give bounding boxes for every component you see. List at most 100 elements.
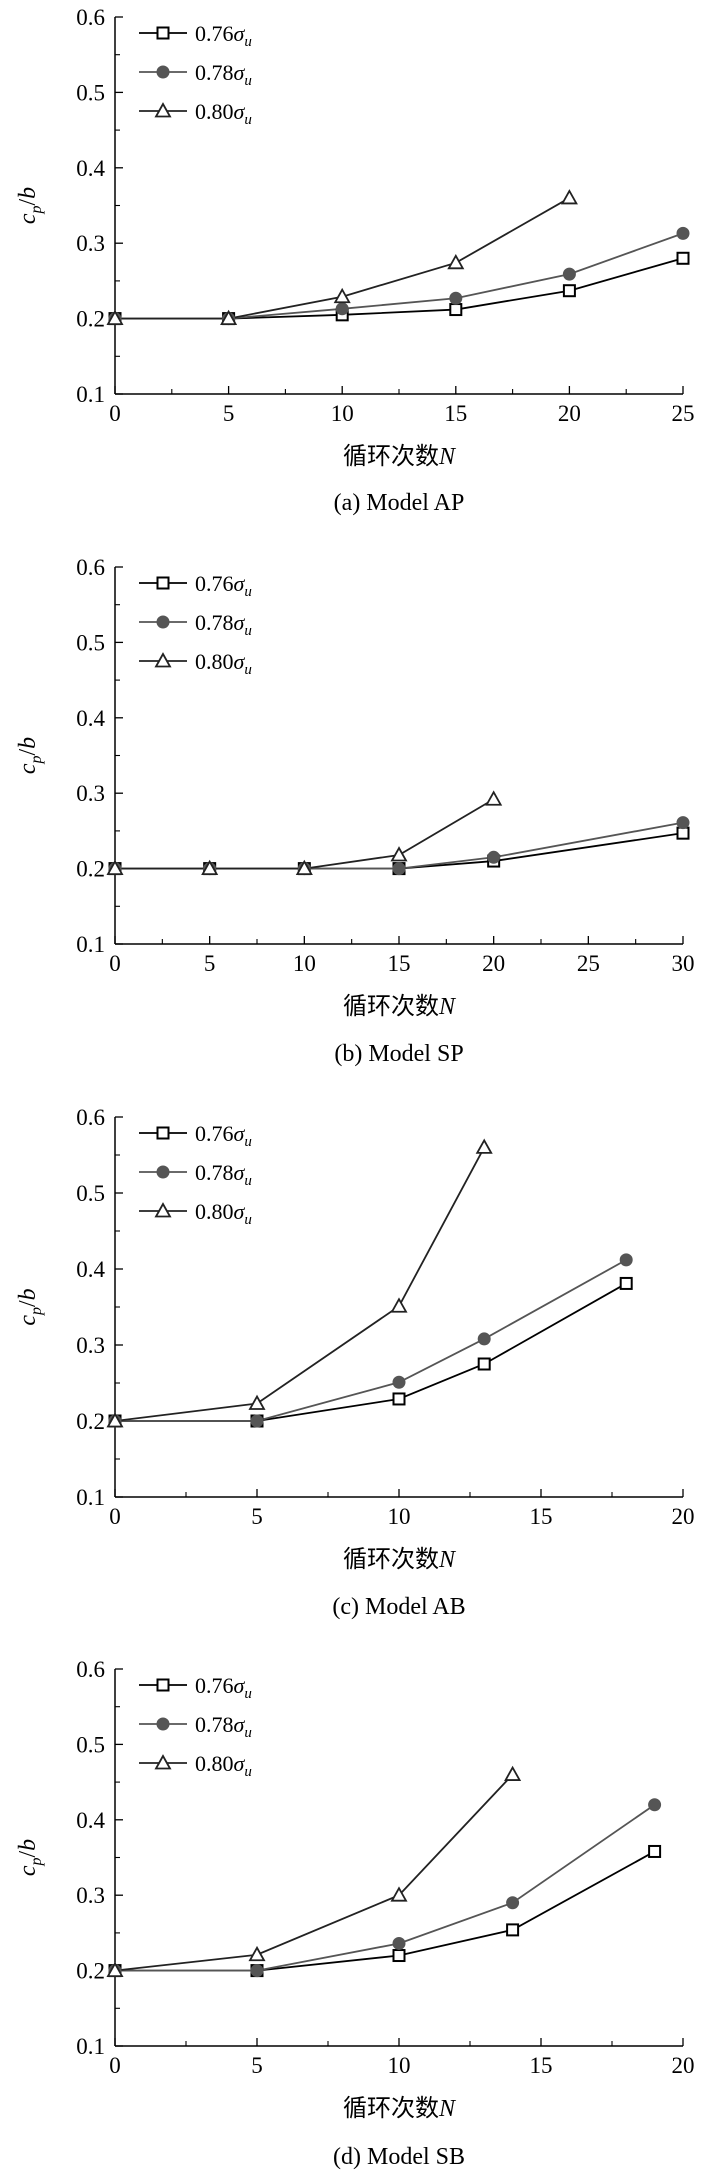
y-tick-label: 0.3 xyxy=(76,781,105,806)
x-tick-label: 10 xyxy=(388,1504,411,1529)
panel-caption: (d) Model SB xyxy=(333,2144,465,2170)
legend-marker xyxy=(156,1126,170,1140)
x-tick-label: 15 xyxy=(530,1504,553,1529)
legend-marker xyxy=(154,102,172,118)
legend-label: 0.78σu xyxy=(195,1712,252,1741)
x-tick-label: 5 xyxy=(251,1504,263,1529)
legend-marker xyxy=(156,1165,170,1179)
data-point-0.80 xyxy=(220,309,238,326)
y-tick-label: 0.5 xyxy=(76,80,105,105)
x-tick-label: 15 xyxy=(530,2053,553,2078)
data-point-0.76 xyxy=(392,1392,406,1406)
y-tick-label: 0.3 xyxy=(76,1883,105,1908)
data-point-0.78 xyxy=(392,1936,406,1950)
legend-label: 0.78σu xyxy=(195,60,252,89)
chart-panel-3: 0.1 0.2 0.3 0.4 0.5 0.6 0 5 10 15 20 cp/b 循环次数N 0.76σ… xyxy=(15,1105,695,1620)
y-tick-label: 0.4 xyxy=(76,156,105,181)
legend-marker xyxy=(154,1202,172,1218)
data-point-0.78 xyxy=(562,267,576,281)
y-tick-label: 0.6 xyxy=(76,1105,105,1130)
data-point-0.76 xyxy=(506,1923,520,1937)
x-tick-label: 30 xyxy=(672,951,695,976)
data-point-0.80 xyxy=(390,1886,408,1902)
x-tick-label: 25 xyxy=(577,951,600,976)
y-tick-label: 0.6 xyxy=(76,555,105,580)
data-point-0.78 xyxy=(506,1896,520,1910)
x-tick-label: 25 xyxy=(672,401,695,426)
data-point-0.78 xyxy=(477,1332,491,1346)
data-point-0.78 xyxy=(335,302,349,316)
x-tick-label: 5 xyxy=(251,2053,263,2078)
x-axis-title: 循环次数N xyxy=(343,993,457,1020)
data-point-0.80 xyxy=(560,189,578,205)
data-point-0.76 xyxy=(562,284,576,298)
legend-label: 0.78σu xyxy=(195,1160,252,1189)
data-point-0.76 xyxy=(648,1844,662,1858)
x-tick-label: 0 xyxy=(109,2053,121,2078)
legend-marker xyxy=(156,1717,170,1731)
y-tick-label: 0.1 xyxy=(76,1485,105,1510)
series-line-0.76 xyxy=(115,257,684,320)
series-line-0.76 xyxy=(115,1850,656,1972)
y-tick-label: 0.2 xyxy=(76,857,105,882)
panel-caption: (b) Model SP xyxy=(334,1041,463,1067)
data-point-0.78 xyxy=(449,291,463,305)
chart-panel-2: 0.1 0.2 0.3 0.4 0.5 0.6 0 5 10 15 20 25 30 cp/b 循环次数N 0… xyxy=(15,555,695,1067)
x-axis-title: 循环次数N xyxy=(343,443,457,470)
y-tick-label: 0.4 xyxy=(76,706,105,731)
panel-caption: (c) Model AB xyxy=(332,1594,465,1620)
y-tick-label: 0.5 xyxy=(76,1181,105,1206)
x-tick-label: 5 xyxy=(204,951,216,976)
x-tick-label: 20 xyxy=(482,951,505,976)
y-tick-label: 0.3 xyxy=(76,1333,105,1358)
data-point-0.80 xyxy=(333,287,351,304)
x-tick-label: 0 xyxy=(109,951,121,976)
legend-label: 0.80σu xyxy=(195,1199,252,1228)
y-tick-label: 0.1 xyxy=(76,2034,105,2059)
data-point-0.80 xyxy=(447,253,465,270)
legend-label: 0.76σu xyxy=(195,1121,252,1150)
legend-label: 0.76σu xyxy=(195,21,252,50)
data-point-0.80 xyxy=(201,859,219,875)
data-point-0.80 xyxy=(390,846,408,862)
series-line-0.80 xyxy=(114,1146,485,1422)
data-point-0.80 xyxy=(248,1945,266,1962)
data-point-0.80 xyxy=(295,859,313,875)
y-tick-label: 0.4 xyxy=(76,1257,105,1282)
y-axis-title: cp/b xyxy=(15,1288,45,1325)
chart-panel-1: 0.1 0.2 0.3 0.4 0.5 0.6 0 5 10 15 20 25 cp/b 循环次数N 0.7… xyxy=(15,5,695,516)
legend-marker xyxy=(156,26,170,40)
series-line-0.78 xyxy=(115,1803,656,1972)
y-tick-label: 0.3 xyxy=(76,231,105,256)
series-line-0.80 xyxy=(114,1773,514,1972)
y-tick-label: 0.4 xyxy=(76,1808,105,1833)
legend-label: 0.76σu xyxy=(195,571,252,600)
y-axis-title: cp/b xyxy=(15,737,45,774)
data-point-0.80 xyxy=(106,859,124,875)
x-tick-label: 15 xyxy=(444,401,467,426)
x-tick-label: 5 xyxy=(223,401,235,426)
data-point-0.76 xyxy=(477,1357,491,1371)
x-tick-label: 15 xyxy=(388,951,411,976)
data-point-0.76 xyxy=(392,1949,406,1963)
x-tick-label: 20 xyxy=(558,401,581,426)
y-tick-label: 0.1 xyxy=(76,932,105,957)
data-point-0.80 xyxy=(106,309,124,326)
legend-marker xyxy=(156,1678,170,1692)
y-tick-label: 0.2 xyxy=(76,307,105,332)
series-line-0.76 xyxy=(115,1282,627,1422)
legend-marker xyxy=(154,1754,172,1770)
y-tick-label: 0.1 xyxy=(76,382,105,407)
y-tick-label: 0.2 xyxy=(76,1409,105,1434)
data-point-0.76 xyxy=(676,826,690,840)
x-tick-label: 10 xyxy=(388,2053,411,2078)
data-point-0.80 xyxy=(106,1961,124,1977)
data-point-0.78 xyxy=(676,816,690,830)
y-tick-label: 0.5 xyxy=(76,1732,105,1757)
data-point-0.78 xyxy=(487,850,501,864)
y-tick-label: 0.5 xyxy=(76,630,105,655)
legend-marker xyxy=(156,576,170,590)
data-point-0.80 xyxy=(106,1412,124,1428)
legend-marker xyxy=(156,65,170,79)
